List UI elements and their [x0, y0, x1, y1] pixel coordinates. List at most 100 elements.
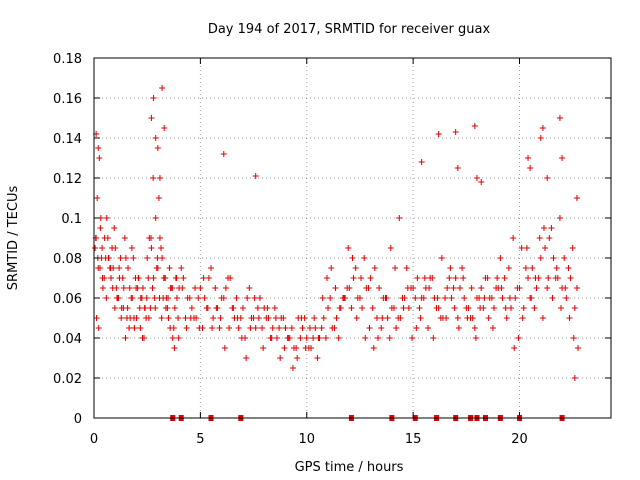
data-point — [303, 335, 310, 341]
data-point — [239, 305, 246, 311]
data-point — [556, 115, 563, 121]
data-point — [179, 285, 186, 291]
data-point — [430, 335, 437, 341]
data-point — [563, 295, 570, 301]
data-point — [446, 275, 453, 281]
data-point — [501, 275, 508, 281]
data-point — [336, 305, 343, 311]
data-point — [529, 265, 536, 271]
data-point — [476, 295, 483, 301]
data-point — [315, 335, 322, 341]
data-point — [386, 335, 393, 341]
data-point — [103, 215, 110, 221]
data-point — [567, 275, 574, 281]
data-point — [546, 235, 553, 241]
data-point — [212, 285, 219, 291]
data-point — [571, 375, 578, 381]
data-point — [111, 305, 118, 311]
data-point — [515, 335, 522, 341]
data-point — [425, 325, 432, 331]
data-point — [152, 135, 159, 141]
data-point — [171, 305, 178, 311]
data-point — [96, 265, 103, 271]
grid-lines — [94, 58, 611, 418]
data-point — [512, 295, 519, 301]
data-point — [109, 245, 116, 251]
data-point — [116, 265, 123, 271]
data-point — [169, 335, 176, 341]
plot-frame — [93, 57, 612, 419]
data-point — [148, 115, 155, 121]
data-point — [414, 275, 421, 281]
data-point — [108, 275, 115, 281]
data-point — [150, 175, 157, 181]
data-point — [400, 305, 407, 311]
data-point — [173, 295, 180, 301]
data-point — [97, 225, 104, 231]
data-point — [548, 225, 555, 231]
data-point — [139, 335, 146, 341]
data-point — [473, 175, 480, 181]
data-point — [420, 295, 427, 301]
data-point — [243, 355, 250, 361]
data-point — [477, 305, 484, 311]
data-point — [259, 325, 266, 331]
data-point — [152, 305, 159, 311]
data-point — [160, 275, 167, 281]
data-point — [288, 325, 295, 331]
data-point — [250, 315, 257, 321]
data-point — [490, 305, 497, 311]
data-point — [573, 285, 580, 291]
x-axis-label: GPS time / hours — [295, 460, 404, 475]
data-point — [454, 315, 461, 321]
data-point — [208, 265, 215, 271]
data-point — [293, 345, 300, 351]
y-axis-label: SRMTID / TECUs — [6, 186, 21, 291]
data-point — [387, 245, 394, 251]
data-point — [375, 335, 382, 341]
data-point — [464, 315, 471, 321]
data-point — [494, 275, 501, 281]
data-point — [148, 245, 155, 251]
data-point — [252, 173, 259, 179]
data-point — [175, 335, 182, 341]
data-point — [220, 151, 227, 157]
data-point — [152, 215, 159, 221]
data-point — [133, 285, 140, 291]
data-point — [499, 295, 506, 301]
data-point — [373, 315, 380, 321]
data-point — [93, 315, 100, 321]
data-point — [434, 295, 441, 301]
data-point — [322, 335, 329, 341]
data-point — [566, 315, 573, 321]
data-point — [489, 325, 496, 331]
data-point — [519, 315, 526, 321]
data-point — [569, 245, 576, 251]
data-point — [409, 335, 416, 341]
data-point — [238, 335, 245, 341]
data-point — [107, 265, 114, 271]
data-point — [332, 285, 339, 291]
data-point — [379, 315, 386, 321]
data-point — [575, 345, 582, 351]
data-point — [204, 305, 211, 311]
data-point — [471, 325, 478, 331]
data-point — [481, 295, 488, 301]
data-point — [173, 275, 180, 281]
data-point — [137, 325, 144, 331]
data-point — [263, 315, 270, 321]
data-point — [155, 195, 162, 201]
data-point — [550, 255, 557, 261]
data-point — [154, 145, 161, 151]
data-point — [451, 305, 458, 311]
data-point — [396, 215, 403, 221]
data-point — [273, 335, 280, 341]
data-point — [217, 315, 224, 321]
y-tick-label: 0.04 — [53, 332, 82, 347]
y-tick-label: 0 — [74, 412, 82, 427]
data-point — [362, 335, 369, 341]
data-point — [255, 315, 262, 321]
data-point — [531, 305, 538, 311]
data-point — [312, 325, 319, 331]
